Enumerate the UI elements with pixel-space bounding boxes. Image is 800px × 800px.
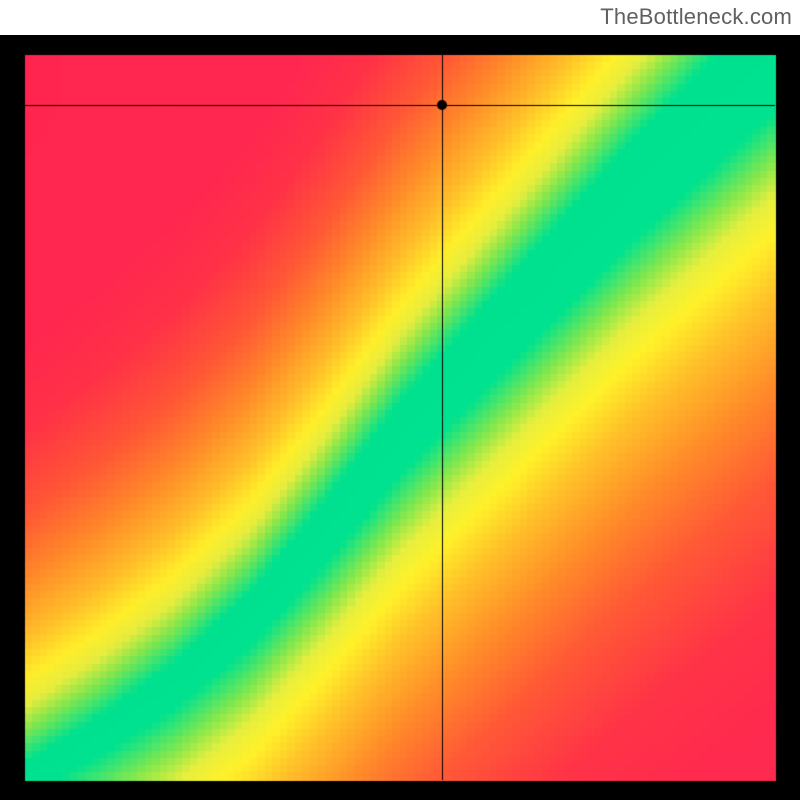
attribution-text: TheBottleneck.com xyxy=(600,4,792,30)
bottleneck-heatmap xyxy=(0,35,800,800)
